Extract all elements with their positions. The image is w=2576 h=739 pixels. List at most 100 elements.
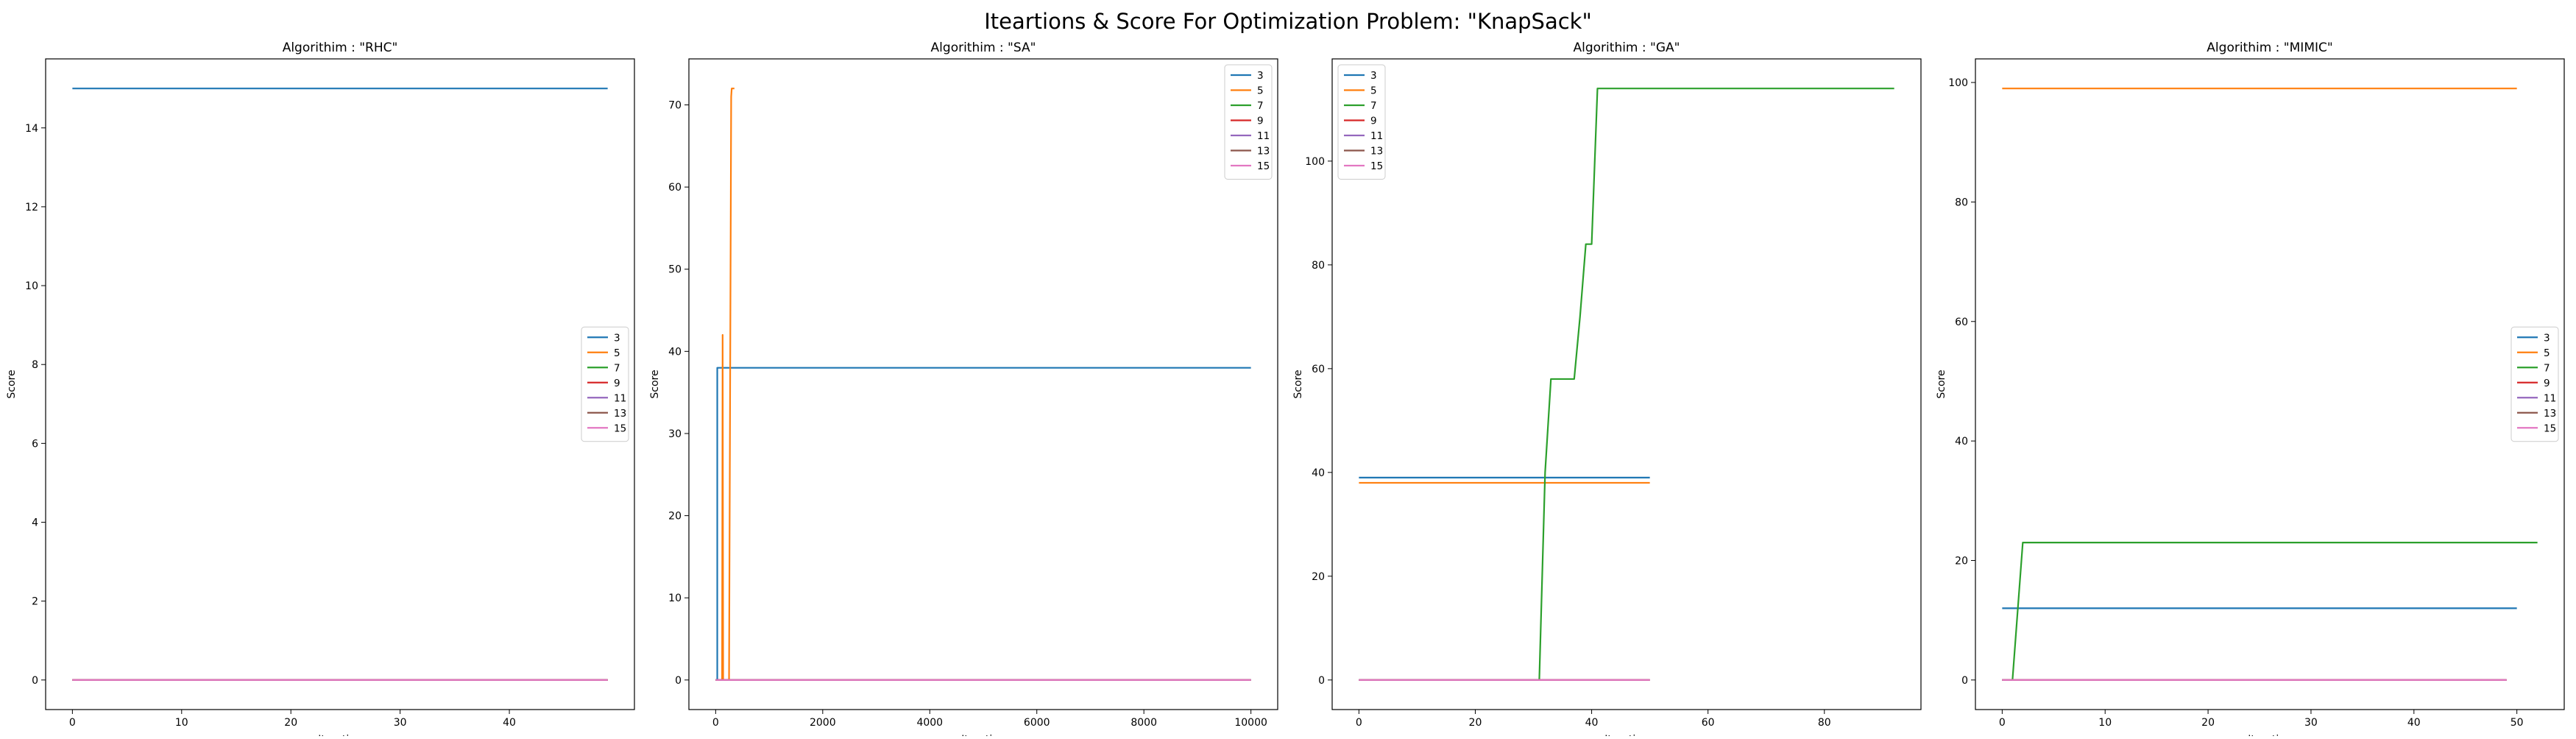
legend-label-15: 15 — [1370, 160, 1383, 172]
y-tick-label: 20 — [1955, 555, 1968, 567]
y-tick-label: 20 — [1312, 571, 1325, 583]
legend: 3 5 7 9 11 13 15 — [1337, 64, 1386, 180]
legend: 3 5 7 9 11 13 15 — [1224, 64, 1273, 180]
y-tick-label: 8 — [32, 359, 38, 371]
legend-label-9: 9 — [2544, 378, 2550, 389]
y-tick-label: 70 — [668, 100, 682, 112]
y-tick-label: 80 — [1955, 197, 1968, 208]
y-tick-label: 40 — [668, 346, 682, 358]
y-axis-label: Score — [1936, 370, 1947, 398]
series-group — [72, 88, 608, 681]
x-tick-label: 20 — [2201, 717, 2215, 729]
x-tick-label: 40 — [2407, 717, 2421, 729]
legend-label-11: 11 — [1370, 130, 1383, 142]
x-tick-label: 20 — [284, 717, 297, 729]
y-tick-label: 20 — [668, 511, 682, 523]
plot-area-frame — [688, 58, 1278, 710]
legend-label-7: 7 — [1370, 100, 1377, 112]
x-tick-label: 40 — [1585, 717, 1599, 729]
x-tick-label: 10000 — [1234, 717, 1267, 729]
plot-area-frame — [1331, 58, 1922, 710]
legend-label-9: 9 — [614, 378, 620, 389]
legend-label-11: 11 — [2544, 392, 2556, 404]
x-tick-label: 0 — [1356, 717, 1362, 729]
x-tick-label: 4000 — [916, 717, 943, 729]
chart-panel-1: Algorithim : "RHC"01020304002468101214It… — [6, 40, 635, 739]
legend-label-13: 13 — [2544, 408, 2556, 420]
legend-label-5: 5 — [2544, 347, 2550, 359]
x-tick-label: 8000 — [1130, 717, 1157, 729]
legend-label-11: 11 — [1257, 130, 1270, 142]
legend-label-5: 5 — [1257, 85, 1264, 97]
series-group — [1359, 88, 1894, 681]
series-line-7 — [1359, 88, 1894, 681]
y-tick-label: 80 — [1312, 260, 1325, 272]
legend: 3 5 7 9 11 13 15 — [581, 326, 629, 442]
legend-label-13: 13 — [1257, 146, 1270, 158]
legend-label-7: 7 — [2544, 362, 2550, 374]
plot-area-frame — [45, 58, 635, 710]
plot-area-frame — [1975, 58, 2565, 710]
x-tick-label: 20 — [1469, 717, 1482, 729]
y-tick-label: 12 — [25, 202, 38, 213]
legend-label-3: 3 — [614, 332, 620, 344]
y-axis-label: Score — [649, 370, 661, 398]
legend-label-5: 5 — [1370, 85, 1377, 97]
x-tick-label: 0 — [712, 717, 719, 729]
series-line-3 — [715, 367, 1251, 681]
series-group — [715, 88, 1251, 681]
y-axis-label: Score — [6, 370, 18, 398]
legend-label-7: 7 — [614, 362, 620, 374]
x-tick-label: 30 — [394, 717, 407, 729]
chart-title: Algorithim : "MIMIC" — [2207, 40, 2332, 55]
chart-panel-2: Algorithim : "SA" 0 2000 4000 6000 8000 10000 0… — [649, 40, 1278, 739]
series-line-7 — [2002, 542, 2538, 681]
chart-panel-4: Algorithim : "MIMIC" 0 10 20 30 40 50 0 20 40 60 80… — [1936, 40, 2565, 739]
y-tick-label: 0 — [1318, 675, 1325, 687]
x-tick-label: 6000 — [1024, 717, 1050, 729]
x-tick-label: 50 — [2510, 717, 2524, 729]
legend: 3 5 7 9 11 13 15 — [2510, 326, 2559, 442]
y-tick-label: 60 — [668, 182, 682, 194]
legend-label-9: 9 — [1257, 116, 1264, 127]
chart-title: Algorithim : "RHC" — [283, 40, 398, 55]
x-tick-label: 80 — [1818, 717, 1831, 729]
x-tick-label: 60 — [1702, 717, 1715, 729]
y-tick-label: 0 — [32, 675, 38, 687]
y-tick-label: 0 — [1961, 675, 1968, 687]
chart-title: Algorithim : "SA" — [931, 40, 1036, 55]
x-tick-label: 30 — [2304, 717, 2318, 729]
y-axis-label: Score — [1292, 370, 1304, 398]
series-group — [2002, 88, 2538, 681]
legend-label-3: 3 — [2544, 332, 2550, 344]
legend-label-7: 7 — [1257, 100, 1264, 112]
y-tick-label: 30 — [668, 428, 682, 440]
y-tick-label: 14 — [25, 123, 38, 135]
series-line-5 — [715, 88, 735, 681]
x-tick-label: 10 — [175, 717, 188, 729]
y-tick-label: 100 — [1948, 77, 1968, 89]
y-tick-label: 10 — [668, 593, 682, 604]
legend-label-15: 15 — [2544, 422, 2556, 434]
y-tick-label: 0 — [675, 675, 682, 687]
legend-label-3: 3 — [1370, 70, 1377, 82]
y-tick-label: 4 — [32, 517, 38, 529]
x-tick-label: 0 — [69, 717, 76, 729]
x-tick-label: 0 — [1999, 717, 2006, 729]
legend-label-11: 11 — [614, 392, 626, 404]
y-tick-label: 6 — [32, 438, 38, 450]
legend-label-3: 3 — [1257, 70, 1264, 82]
x-tick-label: 10 — [2098, 717, 2112, 729]
legend-label-15: 15 — [614, 422, 626, 434]
legend-label-5: 5 — [614, 347, 620, 359]
y-tick-label: 40 — [1955, 436, 1968, 448]
y-tick-label: 50 — [668, 264, 682, 276]
legend-label-13: 13 — [614, 408, 626, 420]
y-tick-label: 60 — [1955, 317, 1968, 328]
y-tick-label: 100 — [1305, 156, 1325, 168]
y-tick-label: 40 — [1312, 467, 1325, 479]
y-tick-label: 60 — [1312, 364, 1325, 375]
y-tick-label: 10 — [25, 280, 38, 292]
